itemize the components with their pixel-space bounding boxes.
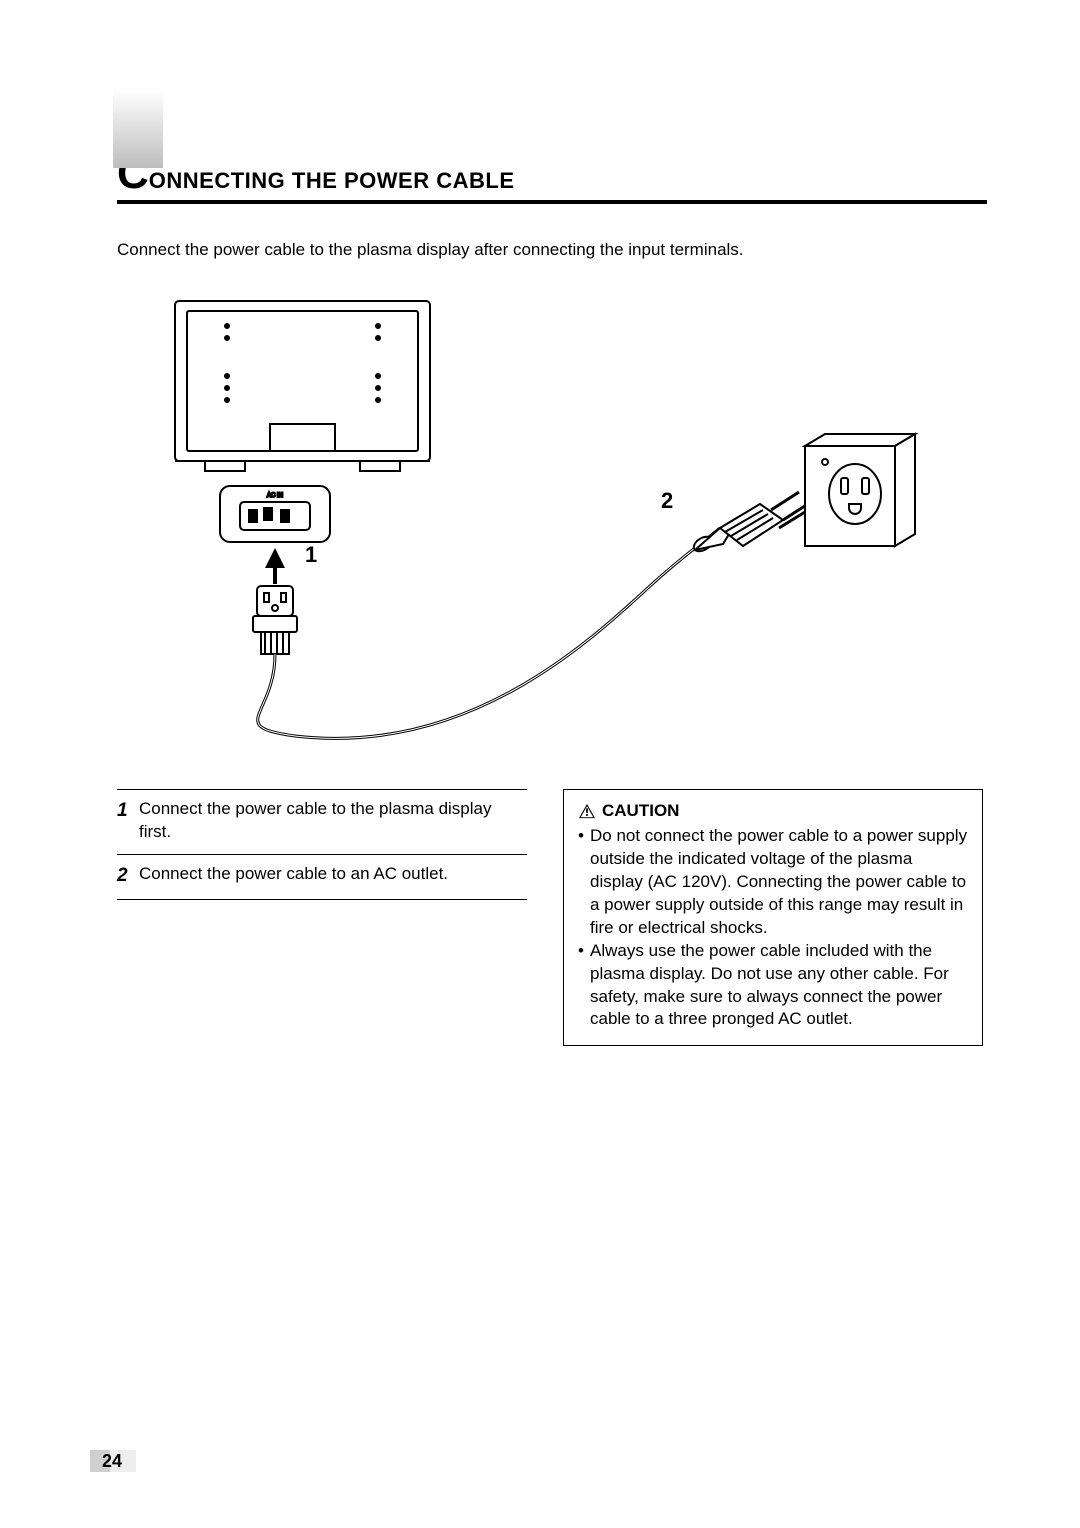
bullet-icon: • [578,940,590,1032]
step-row: 2 Connect the power cable to an AC outle… [117,854,527,900]
step-number: 2 [117,863,139,889]
diagram-svg: AC IN [165,296,920,751]
warning-icon [578,803,596,819]
caution-heading: CAUTION [578,800,968,823]
step-text: Connect the power cable to the plasma di… [139,798,527,844]
step-text: Connect the power cable to an AC outlet. [139,863,527,889]
caution-box: CAUTION • Do not connect the power cable… [563,789,983,1046]
caution-item-text: Do not connect the power cable to a powe… [590,825,968,940]
svg-text:AC IN: AC IN [267,493,283,499]
intro-text: Connect the power cable to the plasma di… [117,240,990,260]
title-underline [117,200,987,204]
caution-item: • Always use the power cable included wi… [578,940,968,1032]
steps-list: 1 Connect the power cable to the plasma … [117,789,527,1046]
page-title: C ONNECTING THE POWER CABLE [117,152,990,196]
step-row: 1 Connect the power cable to the plasma … [117,789,527,854]
bullet-icon: • [578,825,590,940]
step-number: 1 [117,798,139,844]
title-gradient-bar [113,90,163,168]
diagram-callout-1: 1 [305,542,317,568]
page-number-wrap: 24 [90,1450,122,1472]
title-text: ONNECTING THE POWER CABLE [149,168,515,194]
caution-item-text: Always use the power cable included with… [590,940,968,1032]
power-cable-diagram: AC IN [165,296,920,751]
diagram-callout-2: 2 [661,488,673,514]
page-number: 24 [102,1451,122,1472]
caution-heading-text: CAUTION [602,800,679,823]
caution-item: • Do not connect the power cable to a po… [578,825,968,940]
